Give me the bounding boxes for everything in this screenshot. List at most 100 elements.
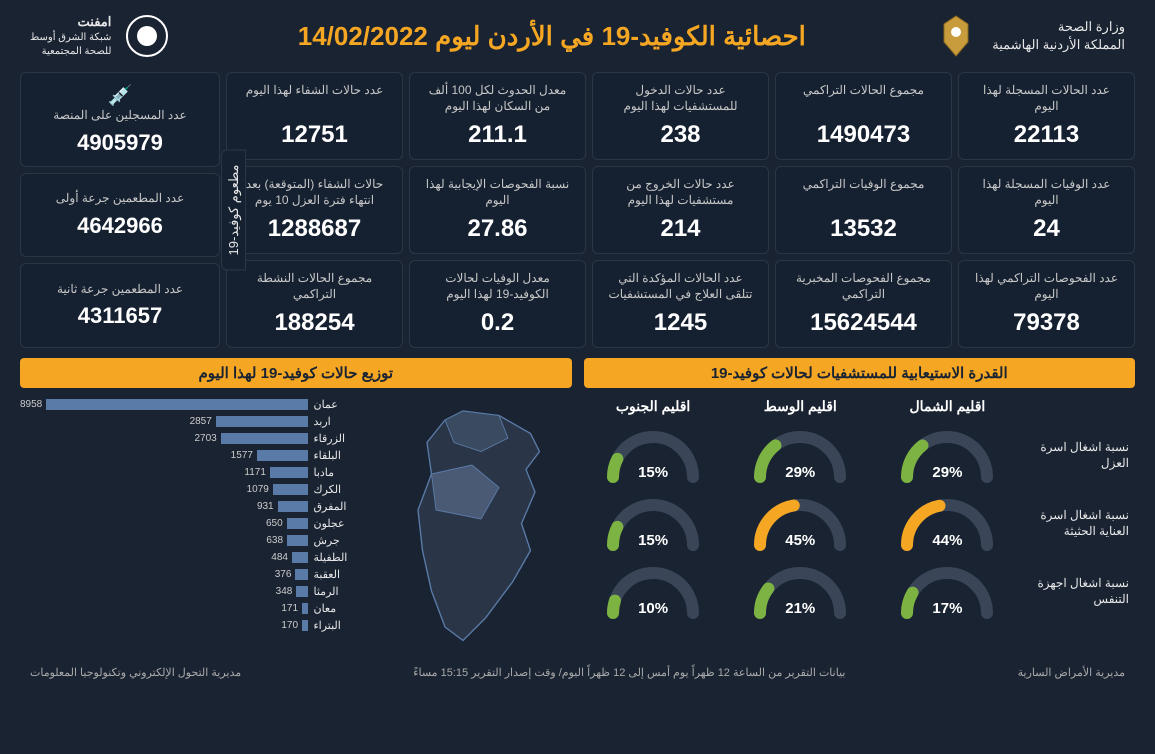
card-value: 238 (605, 121, 756, 149)
bar-value: 2703 (195, 433, 217, 444)
bar-row: الزرقاء 2703 (20, 432, 362, 445)
bar-row: معان 171 (20, 602, 362, 615)
bar-value: 1577 (231, 450, 253, 461)
card-label: عدد المطعمين جرعة أولى (31, 191, 209, 207)
card-value: 188254 (239, 309, 390, 337)
bar-value: 1079 (247, 484, 269, 495)
card-label: عدد حالات الشفاء لهذا اليوم (239, 83, 390, 99)
ministry-line1: وزارة الصحة (992, 18, 1125, 36)
card-value: 1245 (605, 309, 756, 337)
jordan-map-icon (372, 398, 572, 658)
stat-card: عدد الحالات المؤكدة التي تتلقى العلاج في… (592, 260, 769, 348)
bar-value: 171 (281, 603, 298, 614)
capacity-title: القدرة الاستيعابية للمستشفيات لحالات كوف… (584, 358, 1136, 388)
card-label: عدد المسجلين على المنصة (31, 108, 209, 124)
bar-fill (295, 569, 307, 580)
card-value: 0.2 (422, 309, 573, 337)
bar-label: معان (314, 602, 362, 615)
card-label: عدد المطعمين جرعة ثانية (31, 282, 209, 298)
capacity-gauge: 44% (878, 493, 1017, 555)
bar-row: اربد 2857 (20, 415, 362, 428)
bar-fill (287, 518, 308, 529)
footer-center: بيانات التقرير من الساعة 12 ظهراً يوم أم… (413, 666, 845, 679)
stat-card: مجموع الوفيات التراكمي 13532 (775, 166, 952, 254)
bar-row: مادبا 1171 (20, 466, 362, 479)
stat-card: نسبة الفحوصات الإيجابية لهذا اليوم27.86 (409, 166, 586, 254)
bottom-panels: القدرة الاستيعابية للمستشفيات لحالات كوف… (0, 348, 1155, 658)
bar-row: الرمثا 348 (20, 585, 362, 598)
bar-label: الطفيلة (314, 551, 362, 564)
header-left: امفنت شبكة الشرق أوسط للصحة المجتمعية (30, 12, 171, 60)
card-value: 15624544 (788, 309, 939, 337)
card-label: عدد حالات الخروج من مستشفيات لهذا اليوم (605, 177, 756, 208)
bar-fill (278, 501, 308, 512)
card-label: عدد حالات الدخول للمستشفيات لهذا اليوم (605, 83, 756, 114)
card-value: 4311657 (31, 303, 209, 329)
bar-row: الكرك 1079 (20, 483, 362, 496)
card-label: حالات الشفاء (المتوقعة) بعد انتهاء فترة … (239, 177, 390, 208)
org-line3: للصحة المجتمعية (30, 45, 111, 59)
footer-right: مديرية الأمراض السارية (1018, 666, 1125, 679)
card-value: 4905979 (31, 130, 209, 156)
stat-card: معدل الوفيات لحالات الكوفيد-19 لهذا اليو… (409, 260, 586, 348)
card-value: 13532 (788, 215, 939, 243)
card-value: 1288687 (239, 215, 390, 243)
card-label: معدل الوفيات لحالات الكوفيد-19 لهذا اليو… (422, 271, 573, 302)
bar-label: الرمثا (314, 585, 362, 598)
bar-fill (216, 416, 308, 427)
bar-fill (302, 603, 307, 614)
bar-row: البلقاء 1577 (20, 449, 362, 462)
capacity-gauge: 17% (878, 561, 1017, 623)
org-line1: امفنت (30, 13, 111, 31)
bar-label: البتراء (314, 619, 362, 632)
bar-row: البتراء 170 (20, 619, 362, 632)
stat-card: عدد حالات الشفاء لهذا اليوم12751 (226, 72, 403, 160)
footer-left: مديرية التحول الإلكتروني وتكنولوجيا المع… (30, 666, 241, 679)
bar-value: 348 (276, 586, 293, 597)
bar-fill (273, 484, 308, 495)
bar-label: المفرق (314, 500, 362, 513)
stat-card: حالات الشفاء (المتوقعة) بعد انتهاء فترة … (226, 166, 403, 254)
ministry-line2: المملكة الأردنية الهاشمية (992, 36, 1125, 54)
card-value: 211.1 (422, 121, 573, 149)
stat-card: مجموع الحالات النشطة التراكمي 188254 (226, 260, 403, 348)
card-label: عدد الوفيات المسجلة لهذا اليوم (971, 177, 1122, 208)
bar-value: 8958 (20, 399, 42, 410)
bar-row: عجلون 650 (20, 517, 362, 530)
region-header: اقليم الشمال (878, 398, 1017, 419)
bar-label: اربد (314, 415, 362, 428)
card-label: مجموع الحالات النشطة التراكمي (239, 271, 390, 302)
syringe-icon: 💉 (31, 83, 209, 108)
card-value: 79378 (971, 309, 1122, 337)
card-value: 214 (605, 215, 756, 243)
page-title: احصائية الكوفيد-19 في الأردن ليوم 14/02/… (298, 21, 806, 52)
capacity-gauge: 29% (731, 425, 870, 487)
bar-fill (270, 467, 308, 478)
stat-card: عدد الحالات المسجلة لهذا اليوم22113 (958, 72, 1135, 160)
bar-fill (221, 433, 308, 444)
bar-fill (292, 552, 308, 563)
bar-fill (302, 620, 307, 631)
distribution-panel: توزيع حالات كوفيد-19 لهذا اليوم عمان 895… (20, 358, 572, 658)
bar-row: جرش 638 (20, 534, 362, 547)
card-label: عدد الفحوصات التراكمي لهذا اليوم (971, 271, 1122, 302)
jordan-coat-of-arms-icon (932, 12, 980, 60)
stat-card: عدد الفحوصات التراكمي لهذا اليوم 79378 (958, 260, 1135, 348)
bar-row: الطفيلة 484 (20, 551, 362, 564)
bar-row: المفرق 931 (20, 500, 362, 513)
card-value: 24 (971, 215, 1122, 243)
card-label: مجموع الفحوصات المخبرية التراكمي (788, 271, 939, 302)
bar-value: 931 (257, 501, 274, 512)
bar-value: 2857 (190, 416, 212, 427)
vax-card: عدد المطعمين جرعة أولى 4642966 (20, 173, 220, 258)
bar-fill (296, 586, 307, 597)
bar-value: 1171 (244, 467, 266, 478)
capacity-gauge: 21% (731, 561, 870, 623)
card-label: عدد الحالات المسجلة لهذا اليوم (971, 83, 1122, 114)
bar-value: 484 (271, 552, 288, 563)
vax-card: 💉 عدد المسجلين على المنصة 4905979 (20, 72, 220, 167)
card-label: عدد الحالات المؤكدة التي تتلقى العلاج في… (605, 271, 756, 302)
card-label: مجموع الوفيات التراكمي (788, 177, 939, 193)
stat-card: عدد حالات الدخول للمستشفيات لهذا اليوم 23… (592, 72, 769, 160)
region-header: اقليم الوسط (731, 398, 870, 419)
